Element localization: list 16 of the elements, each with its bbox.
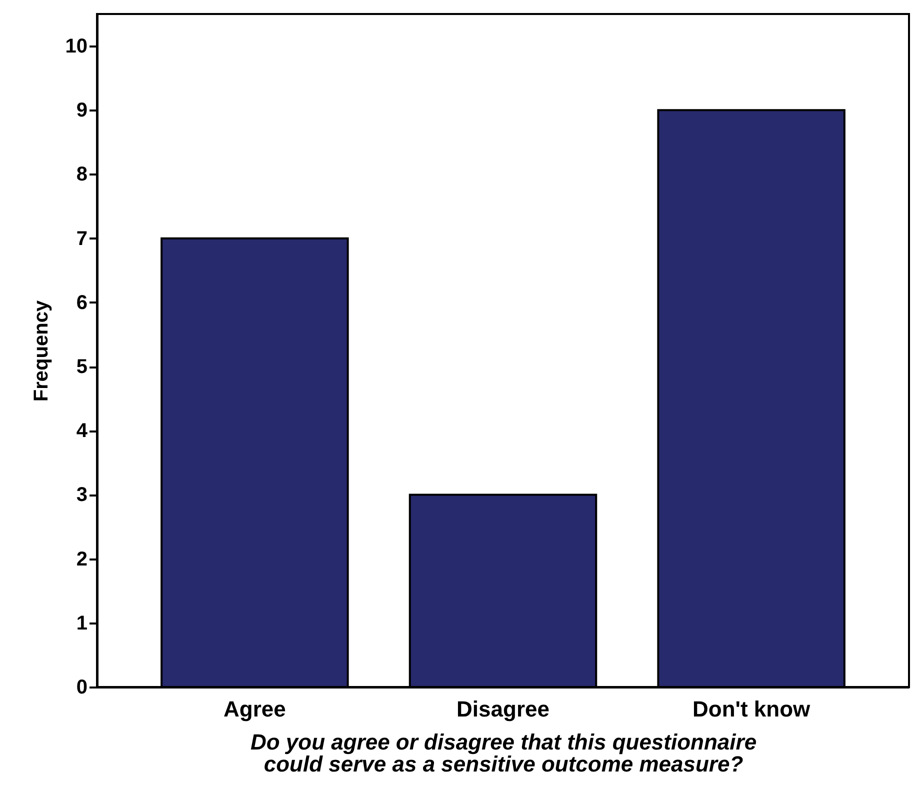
y-tick-label: 4: [76, 420, 88, 442]
x-tick-label: Don't know: [692, 696, 812, 722]
y-tick-label: 0: [76, 676, 88, 698]
y-tick-label: 10: [65, 36, 88, 58]
x-tick-label: Disagree: [456, 696, 550, 722]
y-tick-label: 1: [76, 612, 88, 634]
y-tick-label: 2: [76, 548, 88, 570]
y-tick-label: 3: [76, 484, 88, 506]
y-tick-label: 6: [76, 292, 88, 314]
y-axis-title: Frequency: [30, 300, 52, 402]
x-axis-title: Do you agree or disagree that this questionnaire could serve as a sensitive outcome measure?: [250, 730, 757, 776]
y-tick-label: 5: [76, 356, 88, 378]
y-tick-label: 7: [76, 228, 88, 250]
x-tick-label: Agree: [224, 696, 286, 722]
y-tick-label: 9: [76, 100, 88, 122]
y-tick-label: 8: [76, 164, 88, 186]
